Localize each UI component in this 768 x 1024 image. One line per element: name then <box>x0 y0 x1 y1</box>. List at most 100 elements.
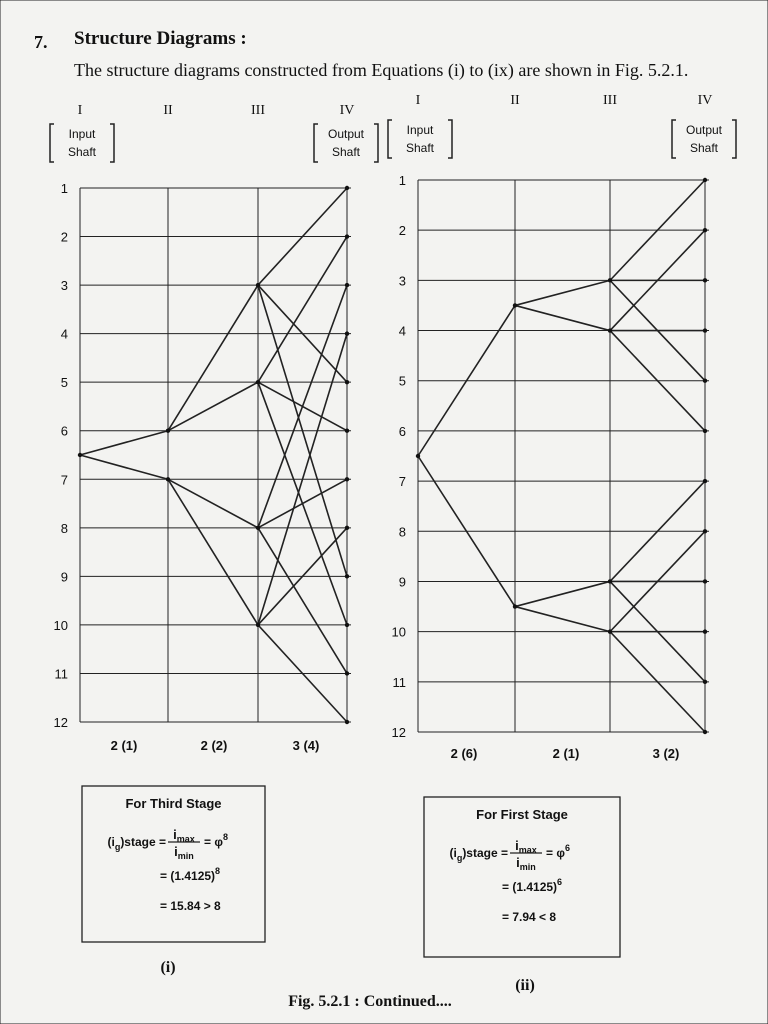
shaft-label: II <box>163 103 173 118</box>
shaft-label: I <box>416 93 421 108</box>
stage-label: 2 (6) <box>451 746 478 761</box>
formula-sub: g <box>115 842 121 852</box>
gear-path <box>609 631 706 733</box>
stage-label: 3 (4) <box>293 738 320 753</box>
row-label: 1 <box>399 173 406 188</box>
node <box>702 529 708 534</box>
row-label: 9 <box>399 574 406 589</box>
gear-path <box>79 429 169 456</box>
input-label: Shaft <box>68 145 97 159</box>
output-label: Shaft <box>690 141 719 155</box>
node <box>702 629 708 634</box>
output-label: Output <box>328 127 365 141</box>
row-label: 10 <box>54 618 68 633</box>
stage-label: 2 (1) <box>553 746 580 761</box>
gear-path <box>167 284 259 432</box>
row-label: 7 <box>61 472 68 487</box>
shaft-label: IV <box>698 93 713 108</box>
gear-path <box>609 480 706 583</box>
node <box>344 671 350 676</box>
fraction-den: imin <box>516 855 536 872</box>
row-label: 1 <box>61 181 68 196</box>
gear-path <box>79 454 169 481</box>
node <box>607 579 613 584</box>
node <box>344 282 350 288</box>
formula-line: = (1.4125)6 <box>502 877 562 894</box>
fraction-num: imax <box>515 838 537 855</box>
node <box>607 278 613 283</box>
node <box>702 679 708 685</box>
gear-path <box>514 580 611 608</box>
row-label: 4 <box>61 327 68 342</box>
gear-path <box>257 284 348 577</box>
shaft-label: IV <box>340 103 355 118</box>
row-label: 11 <box>393 675 407 690</box>
row-label: 9 <box>61 569 68 584</box>
row-label: 5 <box>399 374 406 389</box>
row-label: 2 <box>61 230 68 245</box>
gear-path <box>417 305 516 457</box>
formula-part: i <box>516 855 520 870</box>
row-label: 7 <box>399 474 406 489</box>
gear-path <box>609 229 706 332</box>
node <box>512 303 518 308</box>
row-label: 12 <box>54 715 68 730</box>
box-title: For Third Stage <box>125 796 221 811</box>
row-label: 3 <box>61 278 68 293</box>
stage-label: 2 (2) <box>201 738 228 753</box>
output-label: Shaft <box>332 145 361 159</box>
row-label: 5 <box>61 375 68 390</box>
gear-path <box>417 455 516 607</box>
formula-part: = φ <box>546 846 565 860</box>
node <box>255 525 261 531</box>
node <box>702 579 708 584</box>
formula-lhs: (ig)stage = <box>449 846 508 863</box>
row-label: 10 <box>392 625 406 640</box>
bracket <box>387 119 453 159</box>
node <box>702 428 708 434</box>
node <box>415 453 421 459</box>
section-number: 7. <box>34 32 48 52</box>
node <box>702 729 708 735</box>
gear-path <box>514 304 611 332</box>
node <box>512 604 518 609</box>
row-label: 3 <box>399 273 406 288</box>
formula-rhs: = φ6 <box>546 843 570 860</box>
node <box>344 477 350 482</box>
node <box>255 379 261 385</box>
diagram-caption: (i) <box>160 959 175 976</box>
node <box>255 282 261 288</box>
bracket <box>49 123 115 163</box>
bracket <box>671 119 737 159</box>
formula-sub: min <box>520 862 536 872</box>
node <box>77 452 83 458</box>
node <box>702 478 708 484</box>
diagram-caption: (ii) <box>515 977 535 994</box>
formula-part: )stage = <box>462 846 508 860</box>
node <box>344 331 350 336</box>
node <box>344 574 350 579</box>
node <box>165 477 171 482</box>
formula-part: )stage = <box>120 835 166 849</box>
bracket <box>313 123 379 163</box>
gear-path <box>257 187 348 286</box>
section-title: Structure Diagrams : <box>74 28 247 49</box>
node <box>607 328 613 333</box>
row-label: 8 <box>61 521 68 536</box>
formula-sub: max <box>519 845 537 855</box>
gear-path <box>167 478 259 626</box>
formula-sub: max <box>177 834 195 844</box>
shaft-label: II <box>510 93 520 108</box>
gear-path <box>257 527 348 674</box>
shaft-label: I <box>78 103 83 118</box>
row-label: 12 <box>392 725 406 740</box>
node <box>702 227 708 233</box>
node <box>607 629 613 634</box>
formula-line: = 15.84 > 8 <box>160 899 221 913</box>
gear-path <box>257 284 348 529</box>
formula-part: i <box>515 838 519 853</box>
row-label: 6 <box>399 424 406 439</box>
fraction-den: imin <box>174 844 194 861</box>
